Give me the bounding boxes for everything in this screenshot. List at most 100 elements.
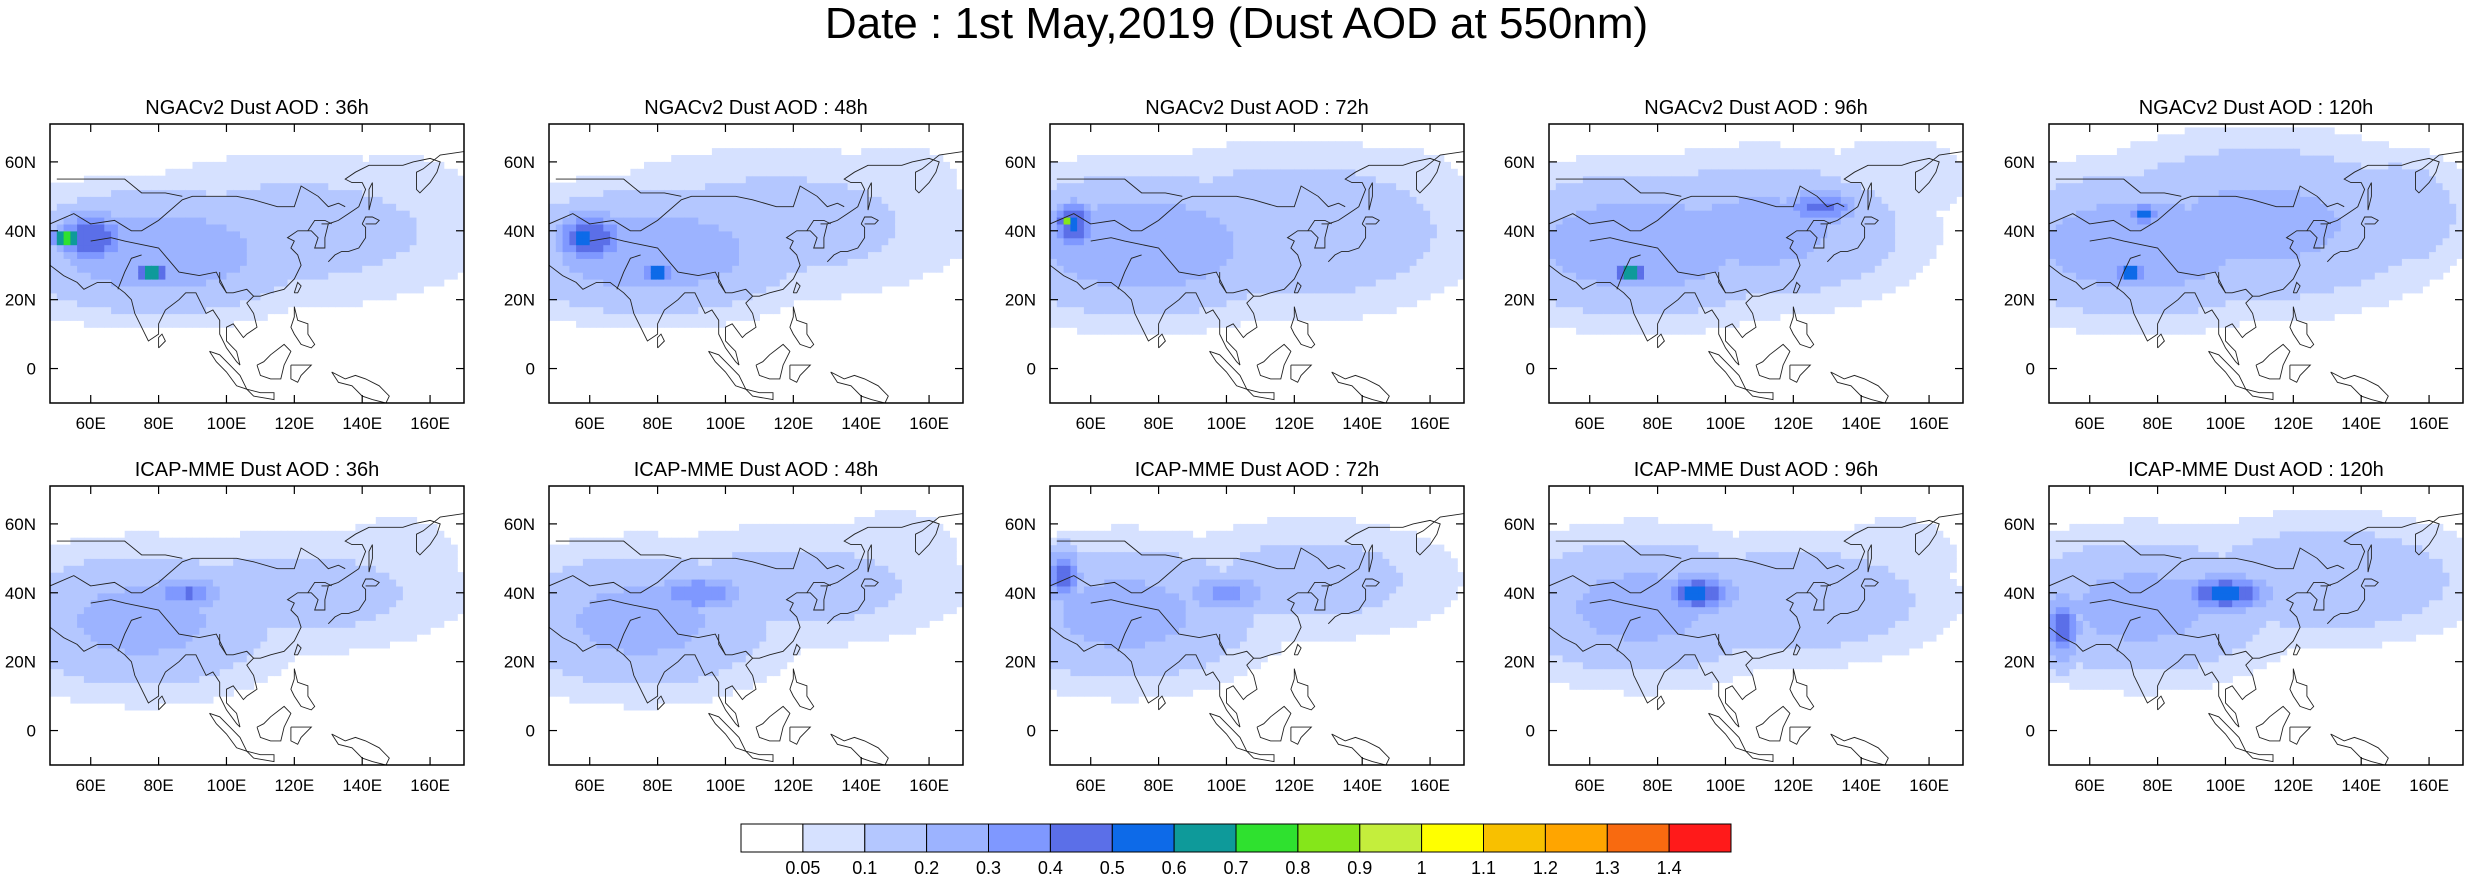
aod-cell (226, 285, 234, 294)
aod-cell (165, 306, 173, 315)
aod-cell (1050, 251, 1058, 259)
aod-cell (389, 210, 397, 218)
aod-cell (1555, 223, 1564, 232)
aod-cell (691, 223, 699, 232)
aod-cell (1389, 189, 1397, 197)
aod-cell (840, 182, 849, 191)
aod-cell (1246, 189, 1255, 197)
aod-cell (1416, 155, 1424, 163)
aod-cell (355, 230, 363, 239)
aod-cell (1138, 196, 1146, 204)
aod-cell (457, 203, 464, 211)
aod-cell (589, 182, 598, 191)
figure-title: Date : 1st May,2019 (Dust AOD at 550nm) (824, 0, 1649, 48)
aod-cell (650, 210, 659, 218)
aod-cell (1233, 161, 1241, 170)
aod-cell (280, 217, 289, 225)
aod-cell (1104, 161, 1112, 170)
aod-cell (1151, 265, 1160, 273)
aod-cell (888, 189, 896, 197)
aod-cell (1582, 223, 1591, 232)
aod-cell (718, 306, 727, 315)
aod-cell (834, 168, 842, 177)
aod-cell (1151, 203, 1160, 211)
aod-cell (1402, 155, 1411, 163)
aod-cell (603, 313, 611, 321)
aod-cell (657, 210, 665, 218)
aod-cell (895, 148, 903, 156)
aod-cell (1165, 155, 1173, 163)
aod-cell (705, 182, 713, 191)
aod-cell (1117, 182, 1126, 191)
aod-cell (1185, 161, 1194, 170)
aod-cell (328, 265, 336, 273)
aod-cell (698, 292, 706, 301)
coastline (1290, 306, 1316, 349)
aod-cell (192, 251, 200, 259)
aod-cell (813, 196, 822, 204)
aod-cell (423, 189, 431, 197)
aod-cell (637, 251, 645, 259)
aod-cell (657, 279, 665, 287)
aod-cell (416, 265, 424, 273)
aod-cell (1711, 223, 1720, 232)
aod-cell (895, 175, 903, 184)
aod-cell (678, 175, 686, 184)
aod-cell (328, 230, 336, 239)
aod-cell (1664, 203, 1672, 211)
aod-cell (1369, 203, 1377, 211)
aod-cell (657, 175, 665, 184)
aod-cell (806, 237, 815, 246)
aod-cell (1165, 244, 1173, 253)
aod-cell (294, 175, 302, 184)
aod-cell (705, 313, 713, 321)
aod-cell (725, 230, 733, 239)
aod-cell (246, 210, 255, 218)
lat-tick-label: 20N (1005, 291, 1036, 310)
aod-cell (450, 210, 458, 218)
aod-cell (1457, 230, 1464, 239)
aod-cell (1569, 279, 1577, 287)
aod-cell (172, 306, 180, 315)
aod-cell (718, 292, 727, 301)
aod-cell (732, 223, 740, 232)
aod-cell (1436, 258, 1445, 266)
aod-cell (158, 217, 166, 225)
aod-cell (861, 175, 869, 184)
aod-cell (1267, 237, 1275, 246)
aod-cell (1070, 265, 1078, 273)
aod-cell (124, 306, 133, 315)
aod-cell (328, 203, 336, 211)
aod-cell (436, 168, 445, 177)
aod-cell (752, 203, 760, 211)
aod-cell (834, 155, 842, 163)
aod-cell (549, 230, 557, 239)
aod-cell (1576, 189, 1584, 197)
aod-cell (766, 306, 774, 315)
aod-cell (145, 237, 153, 246)
aod-cell (1219, 203, 1228, 211)
aod-cell (1711, 306, 1720, 315)
aod-cell (335, 265, 343, 273)
aod-cell (450, 196, 458, 204)
aod-cell (616, 244, 625, 253)
aod-cell (569, 189, 577, 197)
aod-cell (1402, 265, 1411, 273)
aod-cell (637, 279, 645, 287)
aod-cell (895, 265, 903, 273)
aod-cell (1138, 272, 1146, 280)
aod-cell (854, 258, 862, 266)
aod-cell (929, 244, 937, 253)
aod-cell (192, 244, 200, 253)
aod-cell (402, 203, 411, 211)
aod-cell (1104, 327, 1112, 335)
aod-cell (1138, 285, 1146, 294)
aod-cell (382, 258, 390, 266)
aod-cell (874, 217, 883, 225)
aod-cell (1199, 299, 1207, 308)
aod-cell (50, 196, 58, 204)
aod-cell (307, 258, 316, 266)
aod-cell (644, 299, 652, 308)
aod-cell (1063, 182, 1071, 191)
aod-cell (104, 223, 112, 232)
